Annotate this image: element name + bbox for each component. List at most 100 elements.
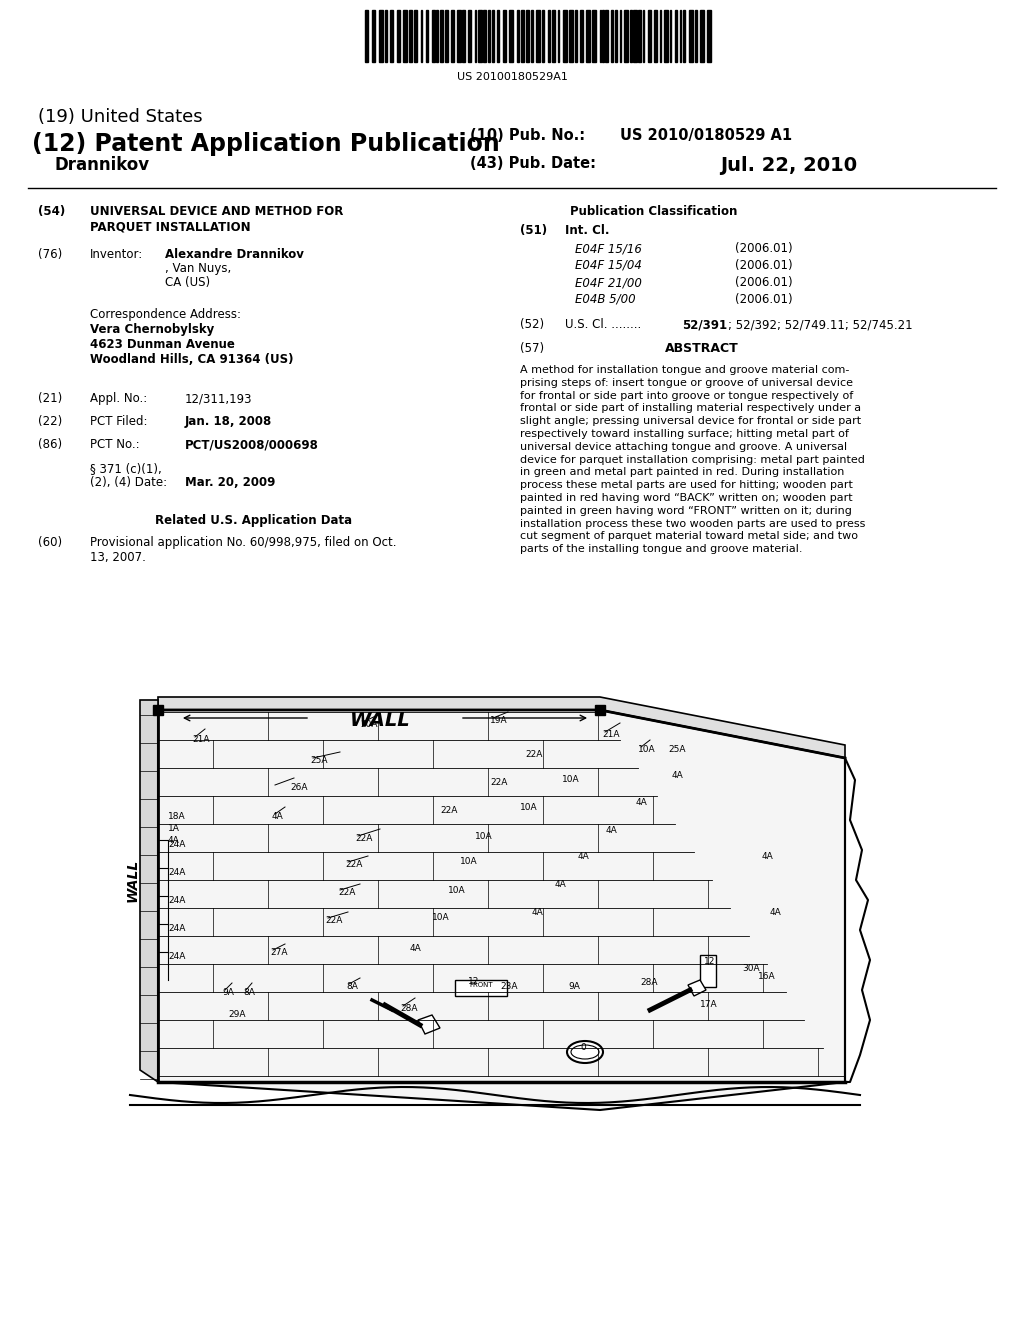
Text: ; 52/392; 52/749.11; 52/745.21: ; 52/392; 52/749.11; 52/745.21 — [728, 318, 912, 331]
Text: PCT Filed:: PCT Filed: — [90, 414, 147, 428]
Text: E04F 15/16: E04F 15/16 — [575, 242, 642, 255]
Bar — [700, 954, 716, 987]
Text: (10) Pub. No.:: (10) Pub. No.: — [470, 128, 585, 143]
Text: (51): (51) — [520, 224, 547, 238]
Text: 26A: 26A — [290, 783, 307, 792]
Bar — [587, 11, 591, 62]
Text: 9A: 9A — [568, 982, 580, 991]
Bar — [462, 11, 465, 62]
Bar — [431, 11, 435, 62]
Text: (2006.01): (2006.01) — [735, 276, 793, 289]
Bar — [633, 11, 637, 62]
Bar — [699, 11, 703, 62]
Bar — [409, 11, 412, 62]
Bar — [563, 11, 567, 62]
Bar — [575, 11, 577, 62]
Text: Publication Classification: Publication Classification — [570, 205, 737, 218]
Text: 8A: 8A — [243, 987, 255, 997]
Text: (2006.01): (2006.01) — [735, 293, 793, 306]
Bar — [458, 11, 461, 62]
Text: 28A: 28A — [400, 1005, 418, 1012]
Text: Drannikov: Drannikov — [55, 156, 151, 174]
Text: 28A: 28A — [640, 978, 657, 987]
Bar — [676, 11, 678, 62]
Text: 25A: 25A — [310, 756, 328, 766]
Text: (21): (21) — [38, 392, 62, 405]
Bar — [683, 11, 685, 62]
Text: 4A: 4A — [168, 836, 180, 845]
Text: (2006.01): (2006.01) — [735, 242, 793, 255]
Text: 4A: 4A — [410, 944, 422, 953]
Text: § 371 (c)(1),: § 371 (c)(1), — [90, 462, 162, 475]
Text: Vera Chernobylsky: Vera Chernobylsky — [90, 323, 214, 337]
Bar — [488, 11, 490, 62]
Bar — [483, 11, 486, 62]
Text: 10A: 10A — [460, 857, 477, 866]
Text: PCT/US2008/000698: PCT/US2008/000698 — [185, 438, 318, 451]
Ellipse shape — [567, 1041, 603, 1063]
Bar — [537, 11, 541, 62]
Bar — [478, 11, 481, 62]
Polygon shape — [140, 700, 158, 1082]
Text: 4A: 4A — [578, 851, 590, 861]
Text: 4A: 4A — [272, 812, 284, 821]
Text: 27A: 27A — [270, 948, 288, 957]
Text: (12) Patent Application Publication: (12) Patent Application Publication — [32, 132, 500, 156]
Text: Woodland Hills, CA 91364 (US): Woodland Hills, CA 91364 (US) — [90, 352, 294, 366]
Bar — [469, 11, 471, 62]
Text: 8A: 8A — [346, 982, 357, 991]
Bar — [402, 11, 407, 62]
Bar — [595, 705, 605, 715]
Text: US 2010/0180529 A1: US 2010/0180529 A1 — [620, 128, 793, 143]
Bar — [444, 11, 449, 62]
Text: 24A: 24A — [168, 952, 185, 961]
Text: 24A: 24A — [168, 896, 185, 906]
Text: PCT No.:: PCT No.: — [90, 438, 139, 451]
Bar — [569, 11, 573, 62]
Text: 25A: 25A — [668, 744, 685, 754]
Text: 10A: 10A — [449, 886, 466, 895]
Text: 4A: 4A — [672, 771, 684, 780]
Text: Jan. 18, 2008: Jan. 18, 2008 — [185, 414, 272, 428]
Bar — [688, 11, 692, 62]
Text: 22A: 22A — [355, 834, 373, 843]
Text: Mar. 20, 2009: Mar. 20, 2009 — [185, 477, 275, 488]
Text: 23A: 23A — [500, 982, 517, 991]
Text: 22A: 22A — [345, 861, 362, 869]
Text: 22A: 22A — [490, 777, 507, 787]
Bar — [526, 11, 529, 62]
Text: 21A: 21A — [602, 730, 620, 739]
Text: Appl. No.:: Appl. No.: — [90, 392, 147, 405]
Text: US 20100180529A1: US 20100180529A1 — [457, 73, 567, 82]
Text: (52): (52) — [520, 318, 544, 331]
Text: E04F 15/04: E04F 15/04 — [575, 259, 642, 272]
Text: 52/391: 52/391 — [682, 318, 727, 331]
Bar — [630, 11, 632, 62]
Text: (57): (57) — [520, 342, 544, 355]
Polygon shape — [158, 697, 845, 758]
Bar — [509, 11, 513, 62]
Bar — [638, 11, 641, 62]
Text: 30A: 30A — [742, 964, 760, 973]
Text: E04F 21/00: E04F 21/00 — [575, 276, 642, 289]
Bar — [414, 11, 417, 62]
Bar — [708, 11, 711, 62]
Bar — [440, 11, 442, 62]
Bar — [426, 11, 428, 62]
Text: Provisional application No. 60/998,975, filed on Oct.
13, 2007.: Provisional application No. 60/998,975, … — [90, 536, 396, 564]
Text: 21A: 21A — [193, 735, 210, 744]
Text: 12: 12 — [468, 977, 479, 986]
Text: 20A: 20A — [360, 719, 378, 729]
Text: 1A: 1A — [168, 824, 180, 833]
Bar — [373, 11, 375, 62]
Ellipse shape — [571, 1045, 599, 1059]
Bar — [695, 11, 696, 62]
Text: (60): (60) — [38, 536, 62, 549]
Bar — [680, 11, 681, 62]
Text: 10A: 10A — [520, 803, 538, 812]
Bar — [643, 11, 644, 62]
Text: 17A: 17A — [700, 1001, 718, 1008]
Text: WALL: WALL — [349, 710, 411, 730]
Text: 19A: 19A — [490, 715, 508, 725]
Text: 4A: 4A — [606, 826, 617, 836]
